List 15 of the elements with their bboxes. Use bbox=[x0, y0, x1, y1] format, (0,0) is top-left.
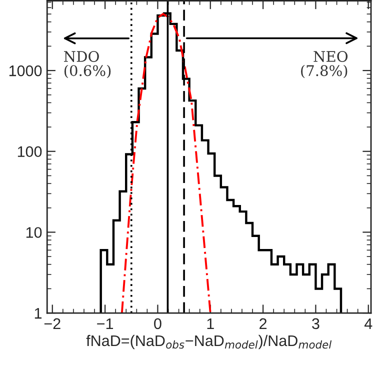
annotation: NEO (7.8%) bbox=[301, 50, 348, 78]
x-axis-title: fNaD=(NaD$_{obs}$−NaD$_{model}$)/NaD$_{model}$ bbox=[86, 334, 332, 350]
x-tick-label: −2 bbox=[44, 318, 60, 329]
y-tick-label: 1 bbox=[34, 308, 42, 319]
annotation: NDO (0.6%) bbox=[64, 50, 111, 78]
y-tick-label: 1000 bbox=[9, 65, 42, 76]
line-series bbox=[120, 13, 212, 314]
x-tick-label: −1 bbox=[97, 318, 114, 329]
x-tick-label: 4 bbox=[364, 318, 372, 329]
x-tick-label: 3 bbox=[312, 318, 320, 330]
x-tick-label: 0 bbox=[154, 318, 162, 330]
y-tick-label: 10 bbox=[26, 227, 42, 238]
x-tick-label: 1 bbox=[207, 318, 214, 329]
x-tick-label: 2 bbox=[260, 318, 267, 329]
y-tick-label: 100 bbox=[18, 146, 42, 158]
